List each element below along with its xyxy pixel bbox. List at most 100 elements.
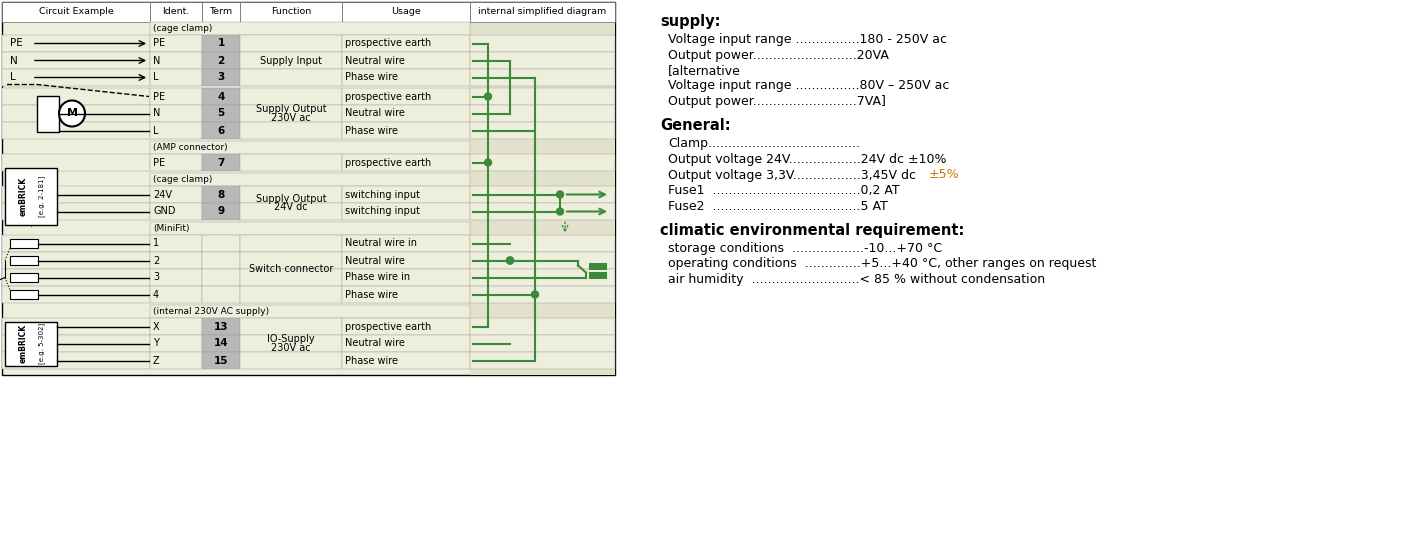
Text: Output power..........................20VA: Output power..........................20… [668,49,889,61]
Text: climatic environmental requirement:: climatic environmental requirement: [659,223,964,238]
Text: M: M [66,109,77,119]
Bar [149,105,201,122]
Bar [471,22,614,375]
Text: N: N [154,55,161,65]
Bar [342,69,471,86]
Text: air humidity  ...........................< 85 % without condensation: air humidity ...........................… [668,273,1045,286]
Bar [201,352,240,369]
Bar [1,235,149,252]
Text: Neutral wire: Neutral wire [345,255,404,265]
Bar [201,235,240,252]
Bar [201,52,240,69]
Bar [1,69,149,86]
Bar [201,122,240,139]
Text: Phase wire: Phase wire [345,356,397,366]
Bar [471,186,614,203]
Bar [1,2,614,375]
Bar [342,105,471,122]
Bar [149,286,201,303]
Bar [240,235,342,252]
Bar [6,321,56,366]
Bar [37,95,59,131]
Bar [201,335,240,352]
Bar [589,263,607,269]
Bar [342,286,471,303]
Bar [471,203,614,220]
Bar [201,69,240,86]
Text: prospective earth: prospective earth [345,91,431,101]
Text: 2: 2 [154,255,159,265]
Bar [149,235,201,252]
Bar [471,318,614,335]
Text: Supply Input: Supply Input [261,55,323,65]
Text: Output power..........................7VA]: Output power..........................7V… [668,95,886,108]
Text: Ident.: Ident. [162,8,190,17]
Text: Fuse1  .....................................0,2 AT: Fuse1 ..................................… [668,184,899,197]
Bar [149,52,201,69]
Text: Voltage input range ................180 - 250V ac: Voltage input range ................180 … [668,33,947,46]
Text: 24V dc: 24V dc [275,203,307,213]
Bar [1,203,149,220]
Bar [240,203,342,220]
Circle shape [59,100,85,126]
Text: Phase wire: Phase wire [345,290,397,300]
Bar [342,235,471,252]
Circle shape [506,257,513,264]
Text: switching input: switching input [345,189,420,199]
Circle shape [485,159,492,166]
Text: 14: 14 [214,338,228,348]
Text: emBRICK: emBRICK [18,324,28,363]
Bar [240,269,342,286]
Bar [240,2,342,22]
Bar [201,252,240,269]
Text: General:: General: [659,119,731,134]
Text: Function: Function [271,8,311,17]
Text: (internal 230V AC supply): (internal 230V AC supply) [154,307,269,316]
Bar [240,69,342,86]
Text: [e.g. 5-302]: [e.g. 5-302] [38,323,45,364]
Bar [471,105,614,122]
Text: IO-Supply: IO-Supply [268,334,314,344]
Circle shape [531,291,538,298]
Bar [149,141,471,154]
Text: internal simplified diagram: internal simplified diagram [479,8,607,17]
Bar [201,286,240,303]
Bar [149,203,201,220]
Bar [342,186,471,203]
Bar [149,35,201,52]
Text: Z: Z [154,356,159,366]
Bar [149,154,201,171]
Bar [149,173,471,186]
Text: operating conditions  ..............+5...+40 °C, other ranges on request: operating conditions ..............+5...… [668,258,1096,270]
Bar [201,318,240,335]
Text: Circuit Example: Circuit Example [38,8,113,17]
Text: 8: 8 [217,189,224,199]
Circle shape [485,93,492,100]
Text: Y: Y [154,338,159,348]
Bar [471,35,614,52]
Text: PE: PE [10,38,23,49]
Text: 1: 1 [154,239,159,249]
Text: 7: 7 [217,157,224,167]
Text: 4: 4 [154,290,159,300]
Bar [6,167,56,224]
Bar [471,122,614,139]
Text: emBRICK: emBRICK [18,176,28,216]
Bar [10,290,38,299]
Bar [201,186,240,203]
Text: Neutral wire in: Neutral wire in [345,239,417,249]
Text: GND: GND [154,207,176,217]
Text: Switch connector: Switch connector [249,264,333,274]
Bar [201,269,240,286]
Text: Phase wire in: Phase wire in [345,273,410,283]
Bar [149,186,201,203]
Bar [471,69,614,86]
Bar [589,271,607,279]
Text: Phase wire: Phase wire [345,126,397,136]
Text: PE: PE [154,91,165,101]
Text: 5: 5 [217,109,224,119]
Text: PE: PE [154,38,165,49]
Bar [201,105,240,122]
Bar [1,352,149,369]
Text: Voltage input range ................80V – 250V ac: Voltage input range ................80V … [668,80,950,93]
